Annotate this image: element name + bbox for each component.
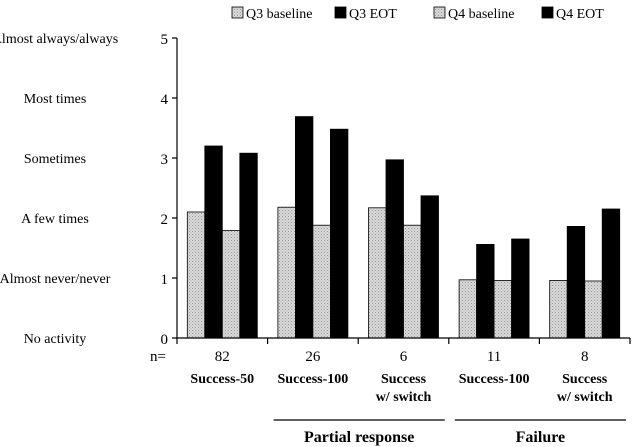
bar bbox=[601, 208, 621, 339]
bar bbox=[385, 159, 404, 339]
n-value-label: 82 bbox=[215, 349, 230, 365]
legend-item: Q4 EOT bbox=[541, 6, 604, 22]
legend-label: Q4 EOT bbox=[556, 7, 604, 22]
y-axis: 0 No activity 1 Almost never/never 2 A few ti… bbox=[0, 32, 178, 348]
y-tick-label: 1 bbox=[161, 272, 169, 288]
legend-swatch bbox=[231, 6, 244, 19]
bar bbox=[566, 225, 586, 339]
y-category-label: Almost never/never bbox=[0, 272, 111, 287]
bar bbox=[420, 195, 439, 339]
x-category-label: Success-50 bbox=[190, 372, 254, 387]
group-label: Partial response bbox=[304, 429, 414, 446]
y-category-label: Most times bbox=[24, 92, 87, 107]
x-category-label: Success-100 bbox=[459, 372, 530, 387]
legend-swatch bbox=[541, 6, 554, 19]
n-prefix-label: n= bbox=[150, 349, 166, 365]
y-category-label: Almost always/always bbox=[0, 32, 118, 47]
n-value-label: 6 bbox=[400, 349, 408, 365]
n-value-label: 11 bbox=[487, 349, 501, 365]
bar bbox=[221, 230, 241, 339]
y-category-label: Sometimes bbox=[24, 152, 86, 167]
y-tick-label: 0 bbox=[161, 332, 169, 348]
bar bbox=[584, 280, 603, 339]
n-value-label: 8 bbox=[581, 349, 589, 365]
x-category-label: Success bbox=[381, 372, 427, 387]
legend-label: Q3 baseline bbox=[246, 7, 312, 22]
legend-label: Q4 baseline bbox=[448, 7, 514, 22]
y-tick-label: 4 bbox=[161, 92, 169, 108]
legend-swatch bbox=[433, 6, 446, 19]
bars bbox=[186, 116, 621, 339]
n-value-label: 26 bbox=[305, 349, 321, 365]
bar bbox=[403, 224, 422, 339]
bar bbox=[511, 238, 530, 339]
legend-swatch bbox=[334, 6, 347, 19]
bar bbox=[294, 116, 314, 339]
bar bbox=[476, 243, 495, 339]
x-category-label: Success bbox=[562, 372, 608, 387]
x-category-label: Success-100 bbox=[278, 372, 349, 387]
legend-item: Q3 baseline bbox=[231, 6, 312, 22]
bar bbox=[368, 207, 387, 339]
bar bbox=[312, 224, 331, 339]
bar bbox=[186, 211, 206, 339]
bar bbox=[277, 206, 296, 339]
y-tick-label: 5 bbox=[161, 32, 169, 48]
y-tick-label: 2 bbox=[161, 212, 169, 228]
bar bbox=[329, 128, 349, 339]
legend-label: Q3 EOT bbox=[349, 7, 397, 22]
bar bbox=[458, 279, 478, 339]
bar bbox=[204, 145, 223, 339]
x-axis: n= 82 Success-50 26 Success-100 6 Success w/ sw… bbox=[150, 337, 631, 446]
y-category-label: No activity bbox=[24, 332, 87, 347]
x-category-label: w/ switch bbox=[376, 390, 432, 405]
x-category-label: w/ switch bbox=[557, 390, 613, 405]
bar bbox=[239, 152, 258, 339]
bar bbox=[493, 279, 513, 339]
y-category-label: A few times bbox=[21, 212, 89, 227]
legend-item: Q3 EOT bbox=[334, 6, 397, 22]
chart-legend: Q3 baseline Q3 EOT Q4 baseline Q4 EOT bbox=[231, 6, 604, 22]
bar bbox=[549, 279, 568, 339]
group-label: Failure bbox=[516, 429, 565, 446]
legend-item: Q4 baseline bbox=[433, 6, 514, 22]
y-tick-label: 3 bbox=[161, 152, 169, 168]
